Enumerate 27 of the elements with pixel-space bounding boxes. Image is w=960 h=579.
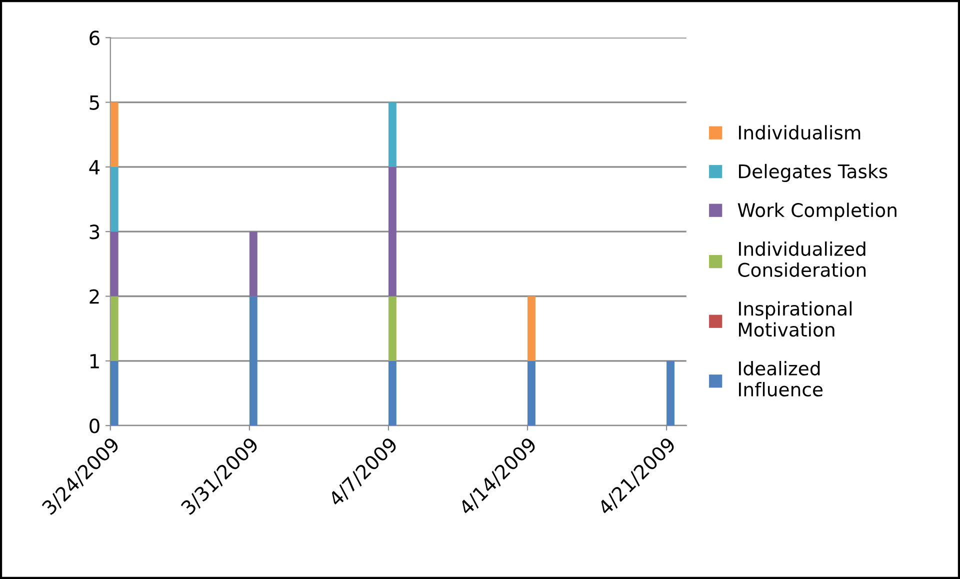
bar <box>388 296 396 361</box>
y-tick-label: 5 <box>90 96 99 110</box>
bar <box>388 102 396 167</box>
bar <box>110 166 118 232</box>
bar <box>528 296 536 361</box>
y-tick-label: 4 <box>89 160 100 174</box>
bar <box>110 360 118 426</box>
legend-label: Individualism <box>739 125 860 140</box>
bar <box>249 232 258 296</box>
y-tick-label: 1 <box>90 354 99 368</box>
legend-label: Idealized Influence <box>739 360 823 396</box>
bar <box>110 296 118 361</box>
y-tick-label: 3 <box>90 224 100 240</box>
bar <box>110 102 118 167</box>
bar <box>528 360 536 426</box>
y-tick-label: 6 <box>90 30 100 46</box>
y-tick-label: 2 <box>90 289 99 304</box>
y-tick-label: 0 <box>90 418 100 434</box>
legend-label: Inspirational Motivation <box>739 301 852 337</box>
legend-label: Delegates Tasks <box>739 164 888 182</box>
bar <box>249 296 258 426</box>
bar <box>110 232 118 296</box>
legend-label: Individualized Consideration <box>738 241 866 277</box>
bar <box>666 360 674 426</box>
legend-label: Work Completion <box>738 202 896 221</box>
bar <box>388 166 396 296</box>
bar <box>388 360 396 426</box>
